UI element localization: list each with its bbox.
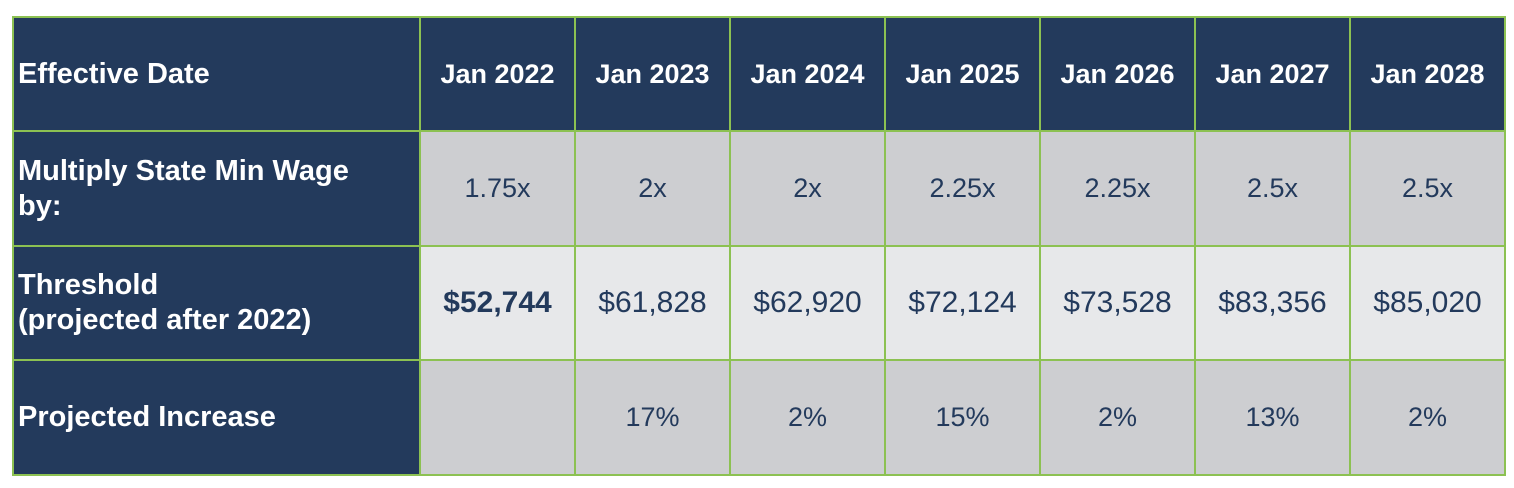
header-label: Effective Date [12,16,421,132]
increase-cell: 15% [884,359,1041,476]
multiplier-label-line1: Multiply State Min Wage [18,154,349,187]
threshold-cell: $85,020 [1349,245,1506,361]
increase-cell: 17% [574,359,731,476]
table-wrapper: Effective Date Jan 2022 Jan 2023 Jan 202… [12,16,1506,476]
threshold-cell: $73,528 [1039,245,1196,361]
multiplier-cell: 2x [729,130,886,247]
threshold-cell: $83,356 [1194,245,1351,361]
year-header: Jan 2025 [884,16,1041,132]
multiplier-cell: 2.5x [1349,130,1506,247]
year-header: Jan 2022 [419,16,576,132]
threshold-label-line1: Threshold [18,269,159,302]
threshold-cell: $61,828 [574,245,731,361]
threshold-cell: $62,920 [729,245,886,361]
year-header: Jan 2028 [1349,16,1506,132]
multiplier-label: Multiply State Min Wage by: [12,130,421,247]
year-header: Jan 2024 [729,16,886,132]
multiplier-cell: 1.75x [419,130,576,247]
threshold-label-line2: (projected after 2022) [18,304,312,336]
threshold-label: Threshold (projected after 2022) [12,245,421,361]
threshold-row: Threshold (projected after 2022) $52,744… [12,245,1506,361]
multiplier-row: Multiply State Min Wage by: 1.75x 2x 2x … [12,130,1506,247]
threshold-cell: $52,744 [419,245,576,361]
multiplier-cell: 2.25x [1039,130,1196,247]
increase-cell [419,359,576,476]
year-header: Jan 2027 [1194,16,1351,132]
multiplier-cell: 2x [574,130,731,247]
increase-cell: 2% [729,359,886,476]
year-header: Jan 2023 [574,16,731,132]
multiplier-label-line2: by: [18,189,62,222]
year-header: Jan 2026 [1039,16,1196,132]
header-row: Effective Date Jan 2022 Jan 2023 Jan 202… [12,16,1506,132]
multiplier-cell: 2.5x [1194,130,1351,247]
threshold-cell: $72,124 [884,245,1041,361]
salary-threshold-table: Effective Date Jan 2022 Jan 2023 Jan 202… [12,16,1506,476]
multiplier-cell: 2.25x [884,130,1041,247]
increase-label: Projected Increase [12,359,421,476]
increase-cell: 2% [1039,359,1196,476]
increase-cell: 13% [1194,359,1351,476]
increase-cell: 2% [1349,359,1506,476]
increase-row: Projected Increase 17% 2% 15% 2% 13% 2% [12,359,1506,476]
